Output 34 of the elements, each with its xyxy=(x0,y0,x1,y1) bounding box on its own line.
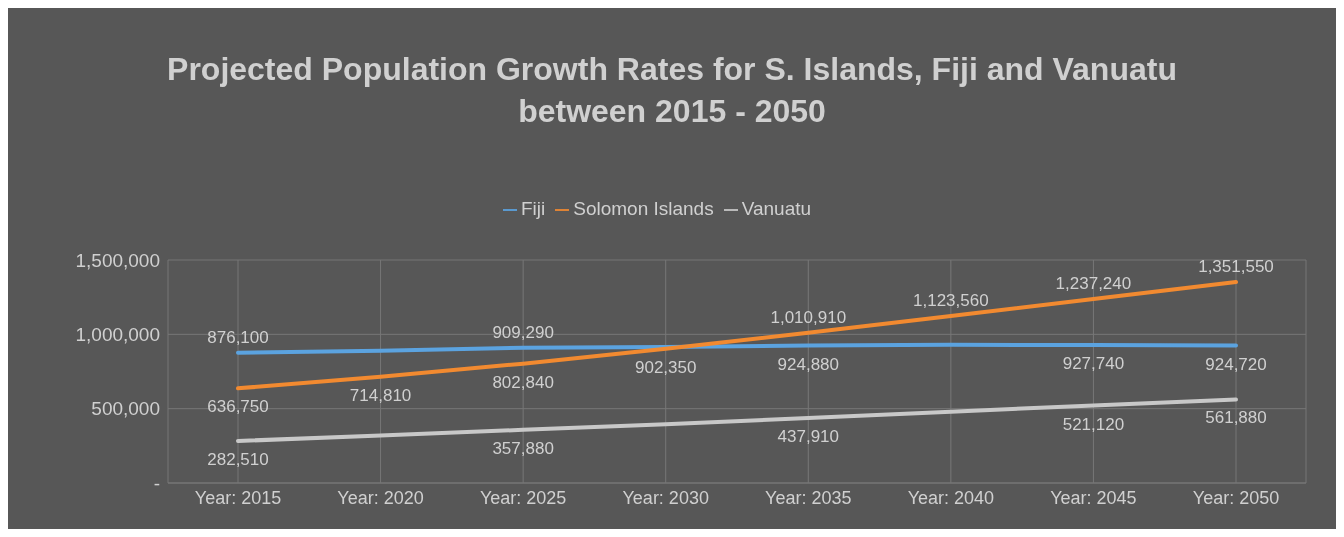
data-label: 924,880 xyxy=(777,354,840,374)
y-tick-label: 1,500,000 xyxy=(75,249,160,271)
y-tick-label: - xyxy=(153,472,160,494)
chart-title: Projected Population Growth Rates for S. Islands, Fiji and Vanuatu between 2015 - 2050 xyxy=(166,50,1178,131)
legend-label: Fiji xyxy=(520,198,546,219)
x-tick-label: Year: 2030 xyxy=(622,487,709,508)
x-tick-label: Year: 2025 xyxy=(479,487,567,508)
data-label: 282,510 xyxy=(207,450,269,469)
x-tick-label: Year: 2020 xyxy=(337,487,424,508)
data-label: 521,120 xyxy=(1062,414,1125,434)
data-label: 357,880 xyxy=(492,438,554,458)
data-label: 902,350 xyxy=(634,357,697,377)
data-label: 924,720 xyxy=(1205,354,1267,374)
data-label: 1,123,560 xyxy=(913,290,989,310)
x-tick-label: Year: 2045 xyxy=(1050,487,1137,508)
data-label: 714,810 xyxy=(349,385,412,405)
x-tick-label: Year: 2035 xyxy=(765,487,852,508)
x-tick-label: Year: 2040 xyxy=(907,487,995,508)
data-label: 636,750 xyxy=(207,397,269,417)
data-label: 437,910 xyxy=(777,426,840,446)
data-label: 561,880 xyxy=(1205,408,1267,428)
data-label: 876,100 xyxy=(207,327,269,347)
data-label: 1,351,550 xyxy=(1198,257,1274,277)
x-tick-label: Year: 2015 xyxy=(194,487,282,508)
data-label: 927,740 xyxy=(1062,354,1125,374)
data-label: 1,237,240 xyxy=(1055,274,1132,294)
data-label: 1,010,910 xyxy=(770,307,847,327)
legend-label: Solomon Islands xyxy=(573,198,714,219)
legend-label: Vanuatu xyxy=(741,198,812,219)
data-label: 802,840 xyxy=(492,372,554,392)
y-tick-label: 1,000,000 xyxy=(75,324,160,346)
data-label: 909,290 xyxy=(492,322,554,342)
x-tick-label: Year: 2050 xyxy=(1192,487,1280,508)
y-tick-label: 500,000 xyxy=(91,398,160,420)
